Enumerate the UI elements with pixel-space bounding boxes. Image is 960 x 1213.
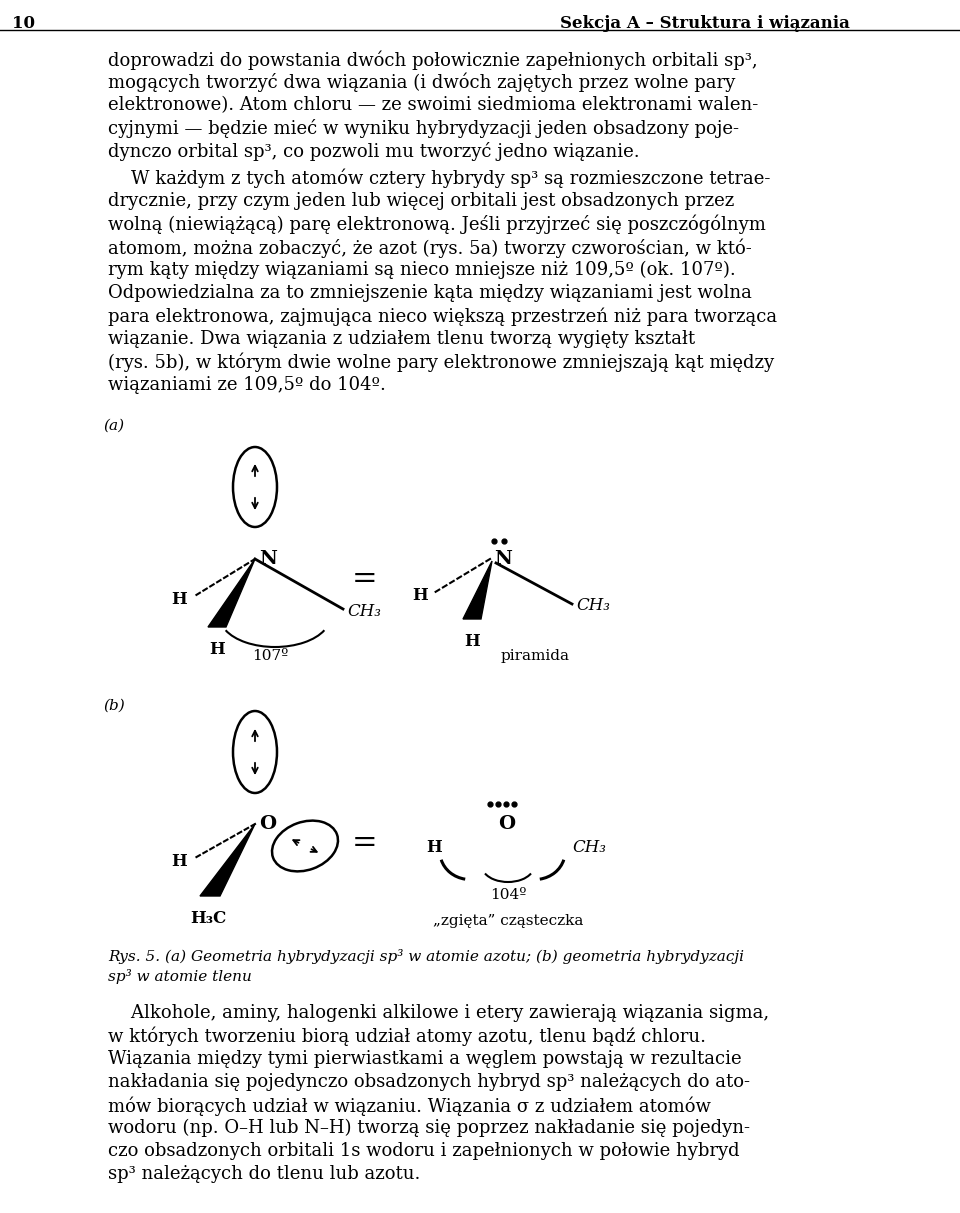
Text: Rys. 5. (a) Geometria hybrydyzacji sp³ w atomie azotu; (b) geometria hybrydyzacj: Rys. 5. (a) Geometria hybrydyzacji sp³ w… — [108, 949, 744, 964]
Text: w których tworzeniu biorą udział atomy azotu, tlenu bądź chloru.: w których tworzeniu biorą udział atomy a… — [108, 1027, 706, 1047]
Ellipse shape — [233, 448, 277, 526]
Text: W każdym z tych atomów cztery hybrydy sp³ są rozmieszczone tetrae-: W każdym z tych atomów cztery hybrydy sp… — [108, 169, 770, 188]
Text: rym kąty między wiązaniami są nieco mniejsze niż 109,5º (ok. 107º).: rym kąty między wiązaniami są nieco mnie… — [108, 261, 735, 279]
Text: N: N — [259, 549, 276, 568]
Text: H: H — [209, 640, 225, 657]
Text: Sekcja A – Struktura i wiązania: Sekcja A – Struktura i wiązania — [560, 15, 850, 32]
Polygon shape — [463, 560, 492, 619]
Text: CH₃: CH₃ — [572, 838, 606, 855]
Text: sp³ w atomie tlenu: sp³ w atomie tlenu — [108, 969, 252, 984]
Text: mów biorących udział w wiązaniu. Wiązania σ z udziałem atomów: mów biorących udział w wiązaniu. Wiązani… — [108, 1097, 710, 1116]
Text: Wiązania między tymi pierwiastkami a węglem powstają w rezultacie: Wiązania między tymi pierwiastkami a węg… — [108, 1050, 742, 1067]
Text: H: H — [171, 591, 187, 608]
Polygon shape — [200, 824, 255, 896]
Text: O: O — [498, 815, 516, 833]
Text: „zgięta” cząsteczka: „zgięta” cząsteczka — [433, 915, 583, 928]
Text: 10: 10 — [12, 15, 35, 32]
Text: =: = — [352, 564, 378, 594]
Text: CH₃: CH₃ — [576, 598, 610, 615]
Text: H₃C: H₃C — [190, 910, 227, 927]
Text: H: H — [412, 587, 428, 604]
Text: H: H — [171, 853, 187, 870]
Text: czo obsadzonych orbitali 1s wodoru i zapełnionych w połowie hybryd: czo obsadzonych orbitali 1s wodoru i zap… — [108, 1141, 739, 1160]
Text: Alkohole, aminy, halogenki alkilowe i etery zawierają wiązania sigma,: Alkohole, aminy, halogenki alkilowe i et… — [108, 1004, 769, 1023]
Text: =: = — [352, 828, 378, 860]
Text: wiązaniami ze 109,5º do 104º.: wiązaniami ze 109,5º do 104º. — [108, 376, 386, 394]
Text: atomom, można zobaczyć, że azot (rys. 5a) tworzy czworościan, w któ-: atomom, można zobaczyć, że azot (rys. 5a… — [108, 238, 752, 257]
Text: nakładania się pojedynczo obsadzonych hybryd sp³ należących do ato-: nakładania się pojedynczo obsadzonych hy… — [108, 1074, 750, 1090]
Text: drycznie, przy czym jeden lub więcej orbitali jest obsadzonych przez: drycznie, przy czym jeden lub więcej orb… — [108, 192, 734, 210]
Text: (rys. 5b), w którym dwie wolne pary elektronowe zmniejszają kąt między: (rys. 5b), w którym dwie wolne pary elek… — [108, 353, 774, 372]
Text: piramida: piramida — [500, 649, 569, 664]
Text: wiązanie. Dwa wiązania z udziałem tlenu tworzą wygięty kształt: wiązanie. Dwa wiązania z udziałem tlenu … — [108, 330, 695, 348]
Text: cyjnymi — będzie mieć w wyniku hybrydyzacji jeden obsadzony poje-: cyjnymi — będzie mieć w wyniku hybrydyza… — [108, 119, 739, 138]
Polygon shape — [208, 559, 255, 627]
Text: mogących tworzyć dwa wiązania (i dwóch zajętych przez wolne pary: mogących tworzyć dwa wiązania (i dwóch z… — [108, 73, 735, 92]
Text: CH₃: CH₃ — [347, 603, 381, 620]
Text: (a): (a) — [103, 418, 124, 433]
Text: elektronowe). Atom chloru — ze swoimi siedmioma elektronami walen-: elektronowe). Atom chloru — ze swoimi si… — [108, 96, 758, 114]
Text: para elektronowa, zajmująca nieco większą przestrzeń niż para tworząca: para elektronowa, zajmująca nieco większ… — [108, 307, 778, 325]
Text: wolną (niewiążącą) parę elektronową. Jeśli przyjrzeć się poszczógólnym: wolną (niewiążącą) parę elektronową. Jeś… — [108, 215, 766, 234]
Text: N: N — [494, 549, 512, 568]
Text: O: O — [259, 815, 276, 833]
Text: (b): (b) — [103, 699, 125, 713]
Text: sp³ należących do tlenu lub azotu.: sp³ należących do tlenu lub azotu. — [108, 1164, 420, 1183]
Text: 104º: 104º — [490, 888, 526, 902]
Text: Odpowiedzialna za to zmniejszenie kąta między wiązaniami jest wolna: Odpowiedzialna za to zmniejszenie kąta m… — [108, 284, 752, 302]
Text: H: H — [464, 633, 480, 650]
Ellipse shape — [233, 711, 277, 793]
Text: wodoru (np. O–H lub N–H) tworzą się poprzez nakładanie się pojedyn-: wodoru (np. O–H lub N–H) tworzą się popr… — [108, 1120, 750, 1138]
Text: doprowadzi do powstania dwóch połowicznie zapełnionych orbitali sp³,: doprowadzi do powstania dwóch połowiczni… — [108, 50, 757, 69]
Text: dynczo orbital sp³, co pozwoli mu tworzyć jedno wiązanie.: dynczo orbital sp³, co pozwoli mu tworzy… — [108, 142, 639, 161]
Ellipse shape — [272, 821, 338, 871]
Text: H: H — [426, 838, 442, 855]
Text: 107º: 107º — [252, 649, 288, 664]
